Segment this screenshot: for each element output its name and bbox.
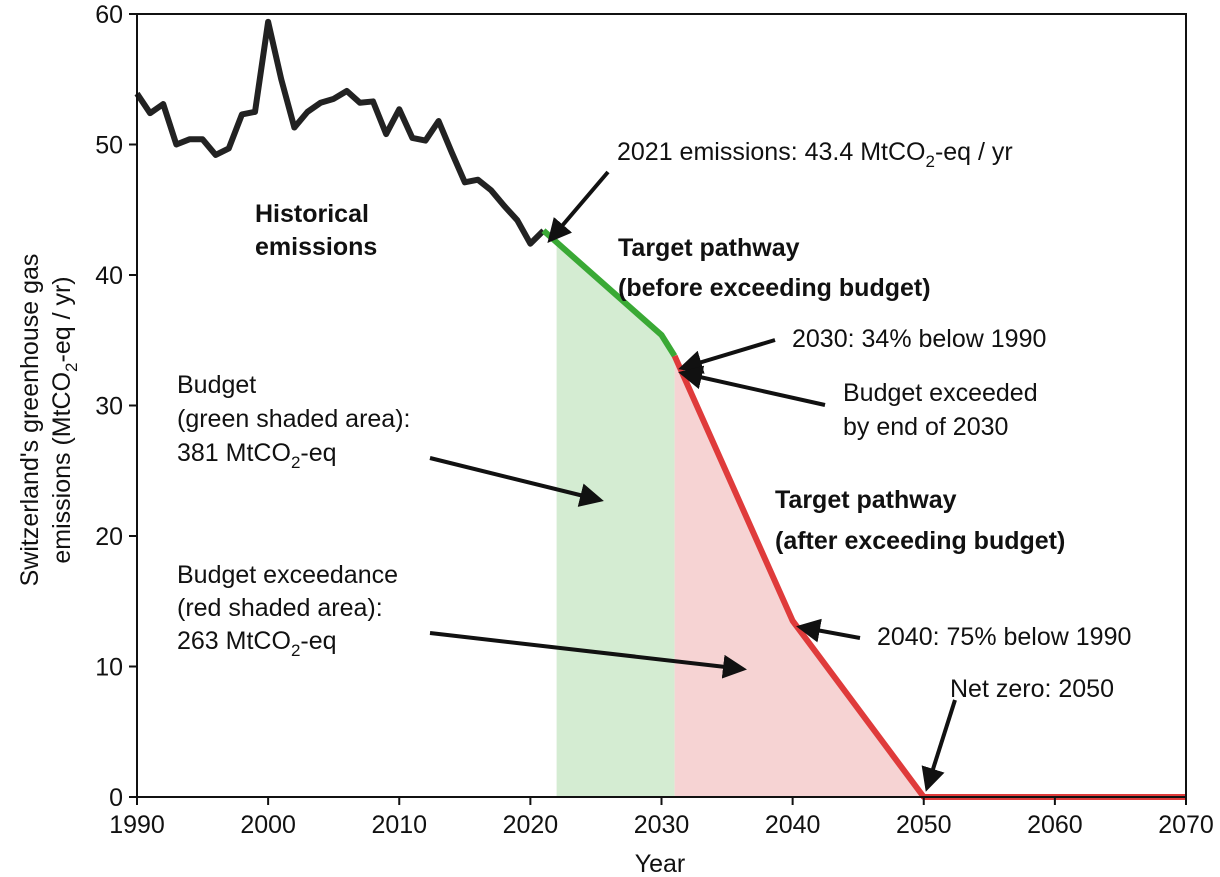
text-part: by end of 2030 [843, 413, 1008, 441]
text-part: -eq / yr) [48, 276, 76, 362]
x-tick-label: 2030 [634, 811, 690, 839]
text-part: 2021 emissions: 43.4 MtCO [617, 138, 925, 166]
annotation: 2030: 34% below 1990 [792, 325, 1046, 353]
line [541, 228, 678, 358]
annotation-arrow [796, 618, 861, 643]
text-part: emissions (MtCO [48, 372, 76, 564]
annotation: 2040: 75% below 1990 [877, 623, 1131, 651]
text-part: Net zero: 2050 [950, 675, 1114, 703]
annotation: (red shaded area): [177, 594, 383, 622]
y-tick-label: 0 [109, 784, 123, 812]
y-axis-label-line: Switzerland's greenhouse gas [16, 254, 44, 587]
text-part: -eq [300, 439, 336, 467]
annotation-arrow [429, 631, 747, 679]
x-tick-label: 2070 [1158, 811, 1214, 839]
y-axis-label-line: emissions (MtCO2-eq / yr) [48, 276, 81, 563]
annotation: 263 MtCO2-eq [177, 627, 337, 660]
annotation-arrow [678, 365, 826, 407]
annotation: (green shaded area): [177, 405, 410, 433]
text-part: -eq [300, 627, 336, 655]
text-part: (red shaded area): [177, 594, 383, 622]
text-part: Target pathway [775, 486, 957, 514]
annotation: Net zero: 2050 [950, 675, 1114, 703]
y-axis-label: Switzerland's greenhouse gas emissions (M… [16, 254, 81, 587]
annotation-arrow [429, 456, 604, 507]
annotation: (after exceeding budget) [775, 527, 1065, 555]
annotation: Historical [255, 200, 369, 228]
text-part: 263 MtCO [177, 627, 291, 655]
annotation-arrow [921, 699, 957, 792]
text-part: (after exceeding budget) [775, 527, 1065, 555]
text-part: (before exceeding budget) [618, 274, 931, 302]
annotation: by end of 2030 [843, 413, 1008, 441]
y-tick-label: 50 [95, 132, 123, 160]
line [134, 18, 546, 247]
annotation: 2021 emissions: 43.4 MtCO2-eq / yr [617, 138, 1013, 171]
text-part: Target pathway [618, 234, 800, 262]
x-tick-label: 1990 [109, 811, 165, 839]
annotation-arrow [678, 338, 776, 374]
x-tick-label: 2060 [1027, 811, 1083, 839]
text-part: 381 MtCO [177, 439, 291, 467]
y-tick-label: 60 [95, 1, 123, 29]
x-tick-label: 2020 [503, 811, 559, 839]
shaded-area [674, 355, 1186, 797]
annotation: Target pathway [618, 234, 800, 262]
text-part: (green shaded area): [177, 405, 410, 433]
text-part: Budget exceeded [843, 379, 1038, 407]
subscript: 2 [291, 641, 300, 660]
annotation: emissions [255, 233, 377, 261]
x-tick-label: 2050 [896, 811, 952, 839]
subscript: 2 [925, 152, 934, 171]
text-part: -eq / yr [935, 138, 1013, 166]
annotation: Budget exceedance [177, 561, 398, 589]
x-tick-label: 2010 [371, 811, 427, 839]
annotation: Budget [177, 371, 256, 399]
x-axis-label: Year [635, 850, 686, 877]
text-part: 2040: 75% below 1990 [877, 623, 1131, 651]
text-part: 2030: 34% below 1990 [792, 325, 1046, 353]
y-tick-label: 20 [95, 523, 123, 551]
subscript: 2 [291, 453, 300, 472]
subscript: 2 [62, 362, 81, 371]
annotation: Budget exceeded [843, 379, 1038, 407]
annotation: Target pathway [775, 486, 957, 514]
text-part: emissions [255, 233, 377, 261]
annotation: (before exceeding budget) [618, 274, 931, 302]
annotation-arrow [547, 170, 610, 244]
annotation: 381 MtCO2-eq [177, 439, 337, 472]
x-tick-label: 2040 [765, 811, 821, 839]
y-tick-label: 40 [95, 262, 123, 290]
y-tick-label: 30 [95, 393, 123, 421]
y-tick-label: 10 [95, 654, 123, 682]
text-part: Budget exceedance [177, 561, 398, 589]
text-part: Switzerland's greenhouse gas [16, 254, 44, 587]
x-tick-label: 2000 [240, 811, 296, 839]
shaded-area [556, 242, 675, 798]
text-part: Historical [255, 200, 369, 228]
text-part: Budget [177, 371, 256, 399]
